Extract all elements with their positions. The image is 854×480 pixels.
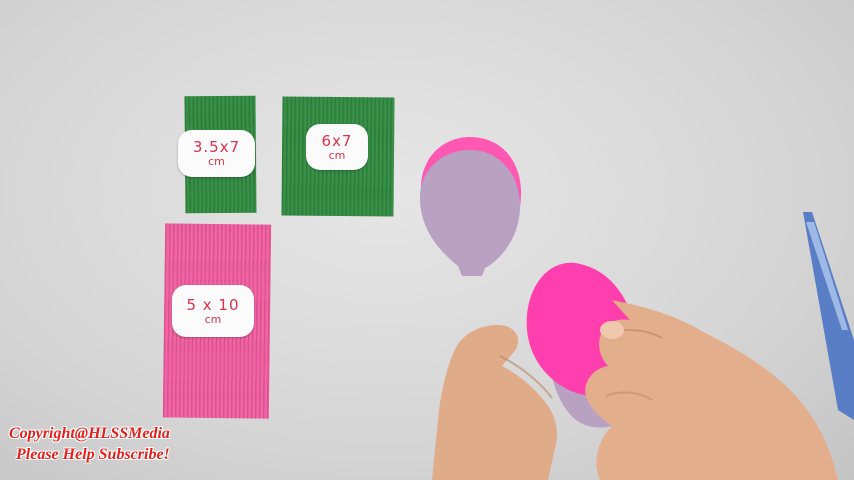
right-hand (585, 300, 838, 480)
lilac-petal (420, 150, 520, 276)
watermark-line-1: Copyright@HLSSMedia (9, 425, 170, 442)
size-label-unit: cm (208, 155, 225, 168)
size-label-unit: cm (204, 312, 222, 326)
size-label-dimensions: 3.5x7 (192, 138, 241, 156)
size-label-green-large: 6x7 cm (306, 124, 368, 170)
size-label-pink: 5 x 10 cm (172, 285, 254, 337)
watermark-line-2: Please Help Subscribe! (16, 446, 170, 463)
size-label-dimensions: 5 x 10 (186, 295, 240, 314)
size-label-dimensions: 6x7 (321, 131, 353, 150)
copyright-watermark: Copyright@HLSSMedia Please Help Subscrib… (9, 423, 170, 465)
size-label-green-small: 3.5x7 cm (178, 130, 255, 177)
scissors-icon (803, 212, 854, 420)
size-label-unit: cm (328, 148, 346, 162)
left-hand (432, 324, 558, 480)
petal-stack (420, 137, 522, 276)
